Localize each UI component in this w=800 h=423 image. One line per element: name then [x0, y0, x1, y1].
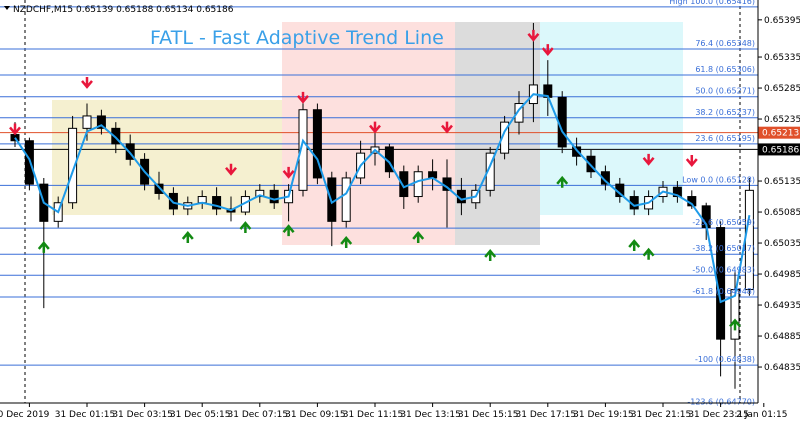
x-tick-label: 30 Dec 2019 [0, 410, 50, 420]
y-tick-label: 0.65135 [764, 177, 800, 187]
sell-arrow [282, 166, 295, 179]
buy-arrow [282, 224, 295, 237]
candle-body [572, 146, 582, 157]
fib-label: -123.6 (0.64770) [687, 397, 755, 406]
candle-body [82, 115, 92, 129]
candle-body [500, 121, 510, 154]
x-tick-label: 31 Dec 19:15 [573, 410, 634, 420]
buy-arrow [412, 231, 425, 243]
y-tick-label: 0.64835 [764, 363, 800, 373]
y-tick-label: 0.64985 [764, 270, 800, 280]
buy-arrow [239, 221, 252, 234]
sell-arrow [441, 121, 453, 134]
buy-arrow [628, 239, 641, 252]
candle-body [255, 189, 265, 198]
sell-arrow [541, 44, 554, 57]
x-tick-label: 31 Dec 21:15 [631, 410, 692, 420]
price-box [758, 126, 800, 139]
x-tick-label: 31 Dec 17:15 [516, 410, 577, 420]
x-tick-label: 31 Dec 09:15 [285, 410, 346, 420]
fib-label: 61.8 (0.65306) [695, 65, 755, 74]
y-tick-label: 0.65285 [764, 84, 800, 94]
symbol-label: NZDCHF,M15 0.65139 0.65188 0.65134 0.651… [13, 5, 234, 15]
candle-body [586, 155, 596, 173]
plot-layer [0, 6, 758, 389]
sell-arrow [642, 153, 655, 166]
price-box [758, 143, 800, 156]
buy-arrow [484, 249, 497, 261]
candle-body [312, 109, 322, 179]
candle-body [485, 152, 495, 191]
candle-body [96, 115, 106, 129]
fib-label: -23.6 (0.65059) [692, 218, 755, 227]
candle-body [168, 192, 178, 210]
y-tick-label: 0.65085 [764, 208, 800, 218]
candle-body [125, 143, 135, 160]
x-tick-label: 31 Dec 07:15 [228, 410, 289, 420]
x-tick-label: 31 Dec 01:15 [55, 410, 116, 420]
price-box-label: 0.65213 [762, 129, 799, 139]
buy-arrow [642, 247, 655, 260]
sell-arrow [685, 155, 698, 168]
x-tick-label: 31 Dec 15:15 [458, 410, 519, 420]
candle-body [10, 134, 20, 142]
x-tick-label: 2 Jan 01:15 [736, 410, 787, 420]
candle-body [341, 177, 351, 222]
candle-body [68, 127, 78, 204]
candle-body [672, 186, 682, 198]
fib-label: 76.4 (0.65348) [695, 39, 755, 48]
fib-label: High 100.0 (0.65416) [669, 0, 755, 6]
candle-body [744, 189, 754, 291]
x-tick-label: 31 Dec 03:15 [112, 410, 173, 420]
buy-arrow [37, 240, 50, 253]
x-tick-label: 31 Dec 13:15 [400, 410, 461, 420]
x-tick-label: 31 Dec 23:15 [688, 410, 749, 420]
candle-body [269, 189, 279, 204]
y-tick-label: 0.65035 [764, 239, 800, 249]
candle-body [212, 196, 222, 210]
fib-label: -61.8 (0.64948) [692, 287, 755, 296]
zone [52, 100, 310, 215]
candle-body [730, 289, 740, 340]
candle-body [413, 171, 423, 198]
candle-body [514, 103, 524, 123]
fib-label: -38.2 (0.65017) [692, 244, 755, 253]
sell-arrow [9, 123, 21, 136]
y-tick-label: 0.64885 [764, 332, 800, 342]
candle-body [298, 109, 308, 191]
sell-arrow [297, 91, 309, 104]
buy-arrow [340, 235, 353, 248]
fib-label: -50.0 (0.64983) [692, 265, 755, 274]
fib-label: -100 (0.64838) [695, 355, 755, 364]
buy-arrow [181, 231, 194, 243]
sell-arrow [81, 76, 93, 89]
price-box-label: 0.65186 [762, 145, 799, 155]
y-tick-label: 0.65335 [764, 53, 800, 63]
buy-arrow [729, 318, 741, 331]
candle-body [111, 127, 121, 145]
fatl-line [14, 93, 751, 304]
candle-body [154, 183, 164, 194]
x-tick-label: 31 Dec 11:15 [343, 410, 404, 420]
candle-body [399, 171, 409, 198]
x-tick-label: 31 Dec 05:15 [170, 410, 231, 420]
fib-label: 50.0 (0.65271) [695, 87, 755, 96]
sell-arrow [369, 121, 381, 134]
sell-arrow [527, 29, 540, 42]
symbol-menu-icon[interactable] [4, 6, 10, 10]
buy-arrow [556, 175, 569, 188]
chart-title: FATL - Fast Adaptive Trend Line [150, 27, 444, 49]
fib-label: Low 0.0 (0.65128) [682, 175, 755, 184]
fib-label: 23.6 (0.65195) [695, 134, 755, 143]
fib-label: 38.2 (0.65237) [695, 108, 755, 117]
y-tick-label: 0.65395 [764, 16, 800, 26]
y-tick-label: 0.65235 [764, 115, 800, 125]
y-tick-label: 0.64935 [764, 301, 800, 311]
zone [455, 22, 540, 245]
sell-arrow [225, 163, 237, 176]
